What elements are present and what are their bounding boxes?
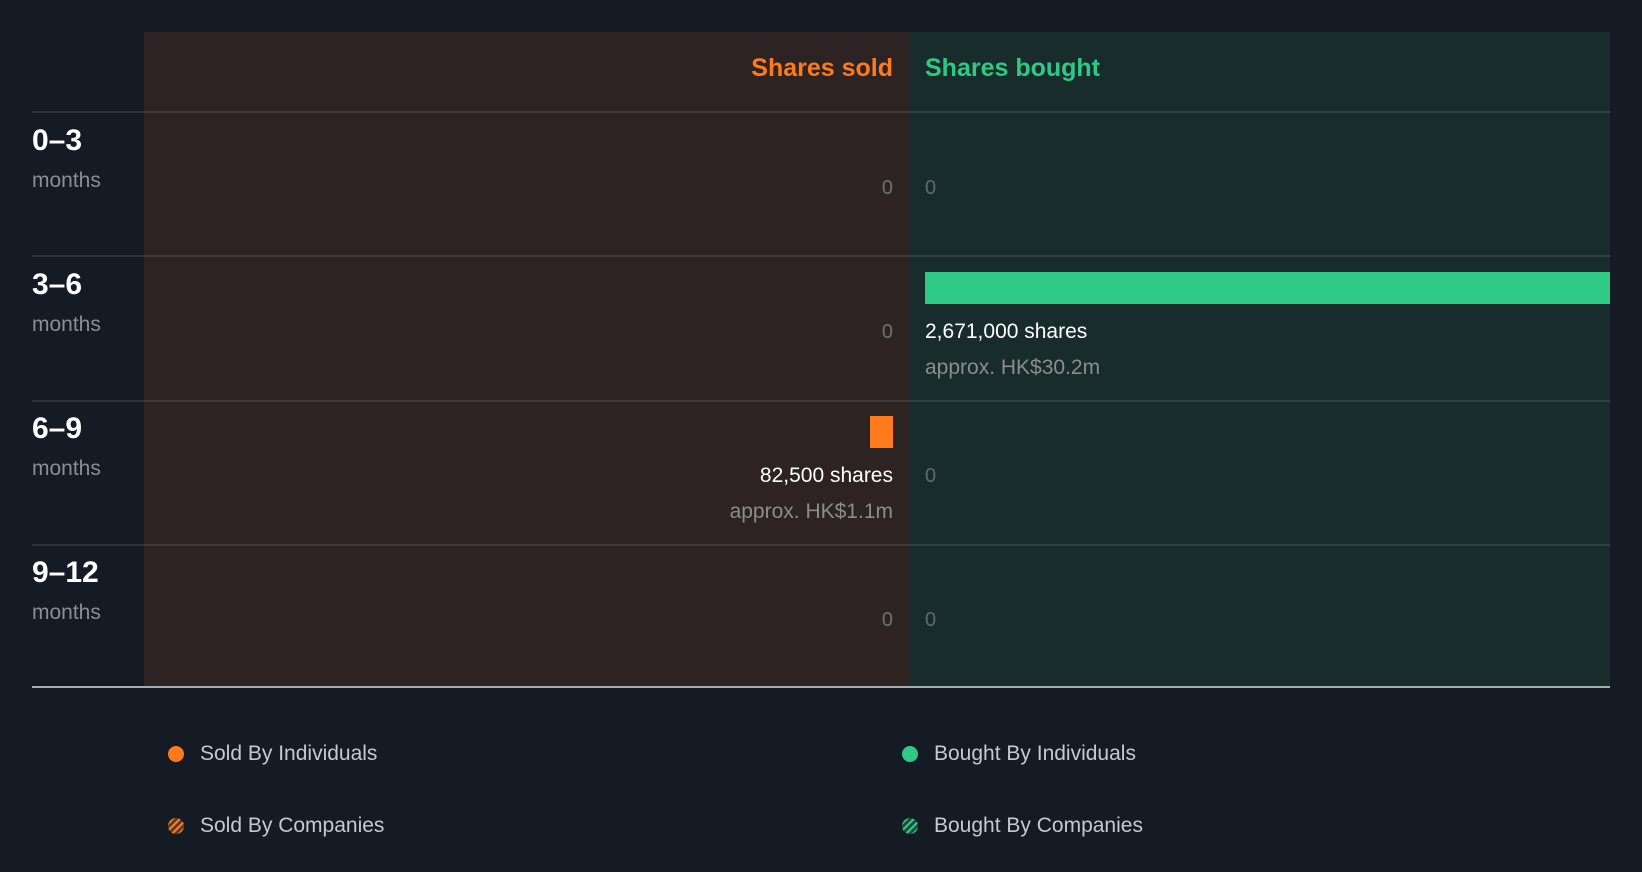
shares-bought-header: Shares bought xyxy=(925,54,1101,82)
row-divider xyxy=(32,255,1610,257)
row-range: 3–6 xyxy=(32,268,83,301)
legend-label: Sold By Companies xyxy=(200,814,385,837)
row-unit: months xyxy=(32,457,101,480)
row-range: 0–3 xyxy=(32,124,83,157)
row-label-3-6: 3–6 months xyxy=(32,267,101,337)
bought-approx-label: approx. HK$30.2m xyxy=(925,356,1101,379)
row-label-9-12: 9–12 months xyxy=(32,555,101,625)
bought-value: 0 xyxy=(925,177,937,199)
row-label-6-9: 6–9 months xyxy=(32,411,101,481)
green-striped-dot-icon xyxy=(902,818,918,834)
sold-value: 0 xyxy=(881,321,893,343)
bought-bar xyxy=(925,272,1610,304)
sold-bar xyxy=(870,416,893,448)
row-divider xyxy=(32,111,1610,113)
row-unit: months xyxy=(32,169,101,192)
shares-sold-header: Shares sold xyxy=(751,54,893,82)
sold-value: 0 xyxy=(881,609,893,631)
sold-value: 0 xyxy=(881,177,893,199)
row-range: 6–9 xyxy=(32,412,83,445)
bought-value: 0 xyxy=(925,609,937,631)
legend-bought-companies: Bought By Companies xyxy=(902,814,1143,838)
bought-shares-label: 2,671,000 shares xyxy=(925,320,1088,343)
legend-label: Bought By Companies xyxy=(934,814,1143,837)
legend-label: Sold By Individuals xyxy=(200,742,378,765)
row-unit: months xyxy=(32,313,101,336)
sold-approx-label: approx. HK$1.1m xyxy=(729,500,893,523)
bought-value: 0 xyxy=(925,465,937,487)
orange-dot-icon xyxy=(168,746,184,762)
legend-sold-companies: Sold By Companies xyxy=(168,814,384,838)
orange-striped-dot-icon xyxy=(168,818,184,834)
row-unit: months xyxy=(32,601,101,624)
row-divider xyxy=(32,544,1610,546)
x-axis-line xyxy=(32,686,1610,688)
sold-shares-label: 82,500 shares xyxy=(759,464,893,487)
row-divider xyxy=(32,400,1610,402)
legend-label: Bought By Individuals xyxy=(934,742,1136,765)
green-dot-icon xyxy=(902,746,918,762)
bought-panel xyxy=(909,32,1610,687)
row-label-0-3: 0–3 months xyxy=(32,123,101,193)
legend-sold-individuals: Sold By Individuals xyxy=(168,742,377,766)
row-range: 9–12 xyxy=(32,556,99,589)
legend-bought-individuals: Bought By Individuals xyxy=(902,742,1136,766)
sold-panel xyxy=(144,32,909,687)
